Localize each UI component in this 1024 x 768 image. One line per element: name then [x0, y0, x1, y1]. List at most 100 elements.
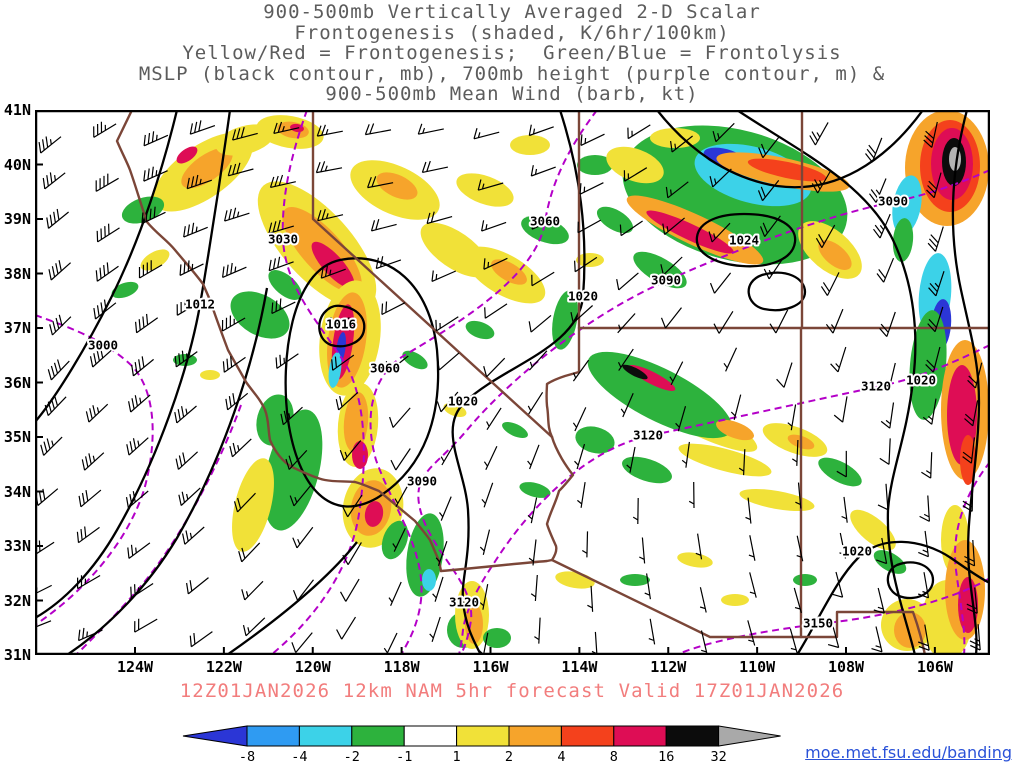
- shading-blob: [818, 240, 852, 270]
- lon-label: 114W: [561, 658, 598, 676]
- wind-barb: [763, 256, 785, 280]
- wind-barb: [89, 347, 113, 368]
- colorbar-segment: [403, 725, 458, 747]
- wind-barb: [49, 314, 72, 336]
- lat-label: 34N: [3, 482, 31, 501]
- lat-label: 32N: [3, 591, 31, 610]
- wind-barb: [336, 616, 357, 640]
- wind-barb: [268, 256, 294, 272]
- wind-barb: [292, 526, 314, 549]
- wind-barb: [432, 576, 444, 602]
- wind-barb: [591, 631, 598, 655]
- wind-barb: [285, 449, 308, 470]
- wind-barb: [143, 131, 169, 147]
- wind-barb: [964, 539, 976, 567]
- wind-barb: [723, 347, 738, 372]
- wind-barb: [268, 219, 294, 234]
- contour-label-mslp: 1020: [448, 394, 478, 409]
- contour-label-mslp: 1020: [842, 544, 872, 559]
- mslp-contour: [656, 110, 924, 189]
- shading-blob: [491, 259, 527, 285]
- wind-barb: [577, 482, 586, 508]
- colorbar-segment: [351, 725, 405, 747]
- shading-blob: [352, 441, 368, 469]
- wind-barb: [93, 299, 117, 320]
- wind-barb: [917, 624, 930, 651]
- wind-barb: [439, 496, 452, 521]
- height-contour: [369, 110, 598, 655]
- shading-blob: [311, 241, 355, 289]
- colorbar-segment: [665, 725, 720, 747]
- colorbar-tick-label: -8: [239, 749, 255, 765]
- wind-barb: [232, 127, 258, 141]
- title-line-2: Frontogenesis (shaded, K/6hr/100km): [294, 21, 730, 44]
- wind-barb: [528, 124, 554, 137]
- contour-label-height: 3120: [633, 428, 663, 443]
- shading-blob: [176, 146, 198, 164]
- shading-blob: [456, 173, 514, 207]
- wind-barb: [927, 226, 944, 252]
- mslp-contour: [695, 212, 797, 268]
- shading-blob: [747, 158, 827, 182]
- wind-barb: [174, 405, 197, 424]
- wind-barb: [221, 315, 246, 332]
- wind-barb: [966, 587, 978, 614]
- wind-barb: [669, 361, 684, 386]
- wind-barb: [280, 406, 303, 426]
- wind-barb: [875, 537, 888, 565]
- colorbar-segment: [246, 725, 300, 747]
- title-line-1: 900-500mb Vertically Averaged 2-D Scalar: [263, 1, 761, 23]
- height-contour: [417, 169, 990, 655]
- wind-barb: [873, 587, 885, 614]
- wind-barb: [326, 316, 350, 331]
- wind-barb: [579, 182, 604, 195]
- wind-barb: [880, 402, 895, 429]
- wind-barb: [759, 215, 781, 237]
- wind-barb: [620, 392, 634, 418]
- contour-label-height: 3150: [803, 616, 833, 631]
- wind-barb: [233, 492, 256, 513]
- wind-barb: [926, 172, 942, 199]
- wind-barb: [738, 449, 746, 476]
- wind-barb: [791, 439, 799, 466]
- shading-blob: [381, 520, 409, 560]
- wind-barb: [815, 224, 836, 249]
- wind-barb: [623, 167, 648, 182]
- wind-barb: [574, 443, 586, 470]
- map-plot: 3030 3060 1024 3090 1012 1016 1020 3090 3000 3060…: [35, 110, 990, 655]
- wind-barb: [662, 217, 685, 235]
- wind-barb: [229, 438, 252, 458]
- wind-barb: [292, 579, 314, 601]
- wind-barb: [370, 219, 397, 232]
- wind-barb: [128, 394, 151, 413]
- chart-title-block: 900-500mb Vertically Averaged 2-D Scalar…: [0, 2, 1024, 105]
- wind-barb: [527, 391, 544, 415]
- contour-label-height: 3060: [530, 214, 560, 229]
- shading-blob: [402, 350, 428, 370]
- wind-barb: [85, 403, 109, 423]
- wind-barb: [40, 436, 63, 456]
- wind-barb: [758, 136, 780, 159]
- contour-label-mslp: 1024: [729, 233, 759, 248]
- contour-label-height: 3090: [651, 273, 681, 288]
- wind-barb: [189, 120, 216, 135]
- wind-barb: [617, 348, 634, 371]
- wind-barb: [271, 298, 296, 315]
- height-contour-layer: [35, 110, 990, 655]
- wind-barb: [879, 438, 891, 465]
- forecast-caption: 12Z01JAN2026 12km NAM 5hr forecast Valid…: [179, 680, 845, 702]
- colorbar-tick-label: 8: [610, 749, 618, 765]
- wind-barb: [534, 617, 541, 644]
- wind-barb: [436, 391, 459, 413]
- wind-barb: [483, 446, 498, 471]
- wind-barb: [224, 207, 250, 222]
- shading-blob: [620, 574, 650, 586]
- wind-barb: [178, 487, 201, 506]
- shading-blob: [622, 456, 672, 484]
- wind-barb: [531, 218, 557, 230]
- wind-barb: [78, 489, 102, 508]
- website-link[interactable]: moe.met.fsu.edu/banding: [805, 743, 1012, 762]
- shading-blob: [892, 175, 922, 235]
- colorbar-tick-label: -1: [396, 749, 412, 765]
- state-border-layer: [115, 110, 990, 655]
